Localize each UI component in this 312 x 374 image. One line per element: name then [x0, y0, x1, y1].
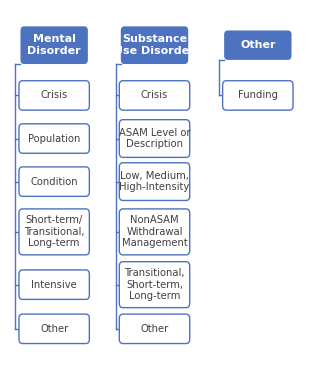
Text: Substance
Use Disorder: Substance Use Disorder: [114, 34, 195, 56]
Text: Crisis: Crisis: [141, 91, 168, 101]
FancyBboxPatch shape: [119, 163, 190, 200]
FancyBboxPatch shape: [119, 262, 190, 308]
Text: NonASAM
Withdrawal
Management: NonASAM Withdrawal Management: [122, 215, 188, 248]
Text: Intensive: Intensive: [31, 280, 77, 289]
Text: Low, Medium,
High-Intensity: Low, Medium, High-Intensity: [119, 171, 190, 192]
FancyBboxPatch shape: [119, 209, 190, 255]
FancyBboxPatch shape: [119, 314, 190, 344]
FancyBboxPatch shape: [121, 26, 188, 64]
Text: ASAM Level or
Description: ASAM Level or Description: [119, 128, 190, 149]
FancyBboxPatch shape: [19, 167, 89, 196]
FancyBboxPatch shape: [119, 81, 190, 110]
FancyBboxPatch shape: [119, 120, 190, 157]
Text: Short-term/
Transitional,
Long-term: Short-term/ Transitional, Long-term: [24, 215, 85, 248]
Text: Transitional,
Short-term,
Long-term: Transitional, Short-term, Long-term: [124, 268, 185, 301]
Text: Population: Population: [28, 134, 80, 144]
Text: Condition: Condition: [30, 177, 78, 187]
Text: Mental
Disorder: Mental Disorder: [27, 34, 81, 56]
Text: Funding: Funding: [238, 91, 278, 101]
FancyBboxPatch shape: [19, 209, 89, 255]
FancyBboxPatch shape: [19, 314, 89, 344]
FancyBboxPatch shape: [19, 124, 89, 153]
Text: Other: Other: [240, 40, 275, 50]
FancyBboxPatch shape: [19, 270, 89, 299]
FancyBboxPatch shape: [19, 81, 89, 110]
Text: Crisis: Crisis: [41, 91, 68, 101]
FancyBboxPatch shape: [224, 30, 291, 60]
FancyBboxPatch shape: [223, 81, 293, 110]
FancyBboxPatch shape: [21, 26, 88, 64]
Text: Other: Other: [140, 324, 168, 334]
Text: Other: Other: [40, 324, 68, 334]
